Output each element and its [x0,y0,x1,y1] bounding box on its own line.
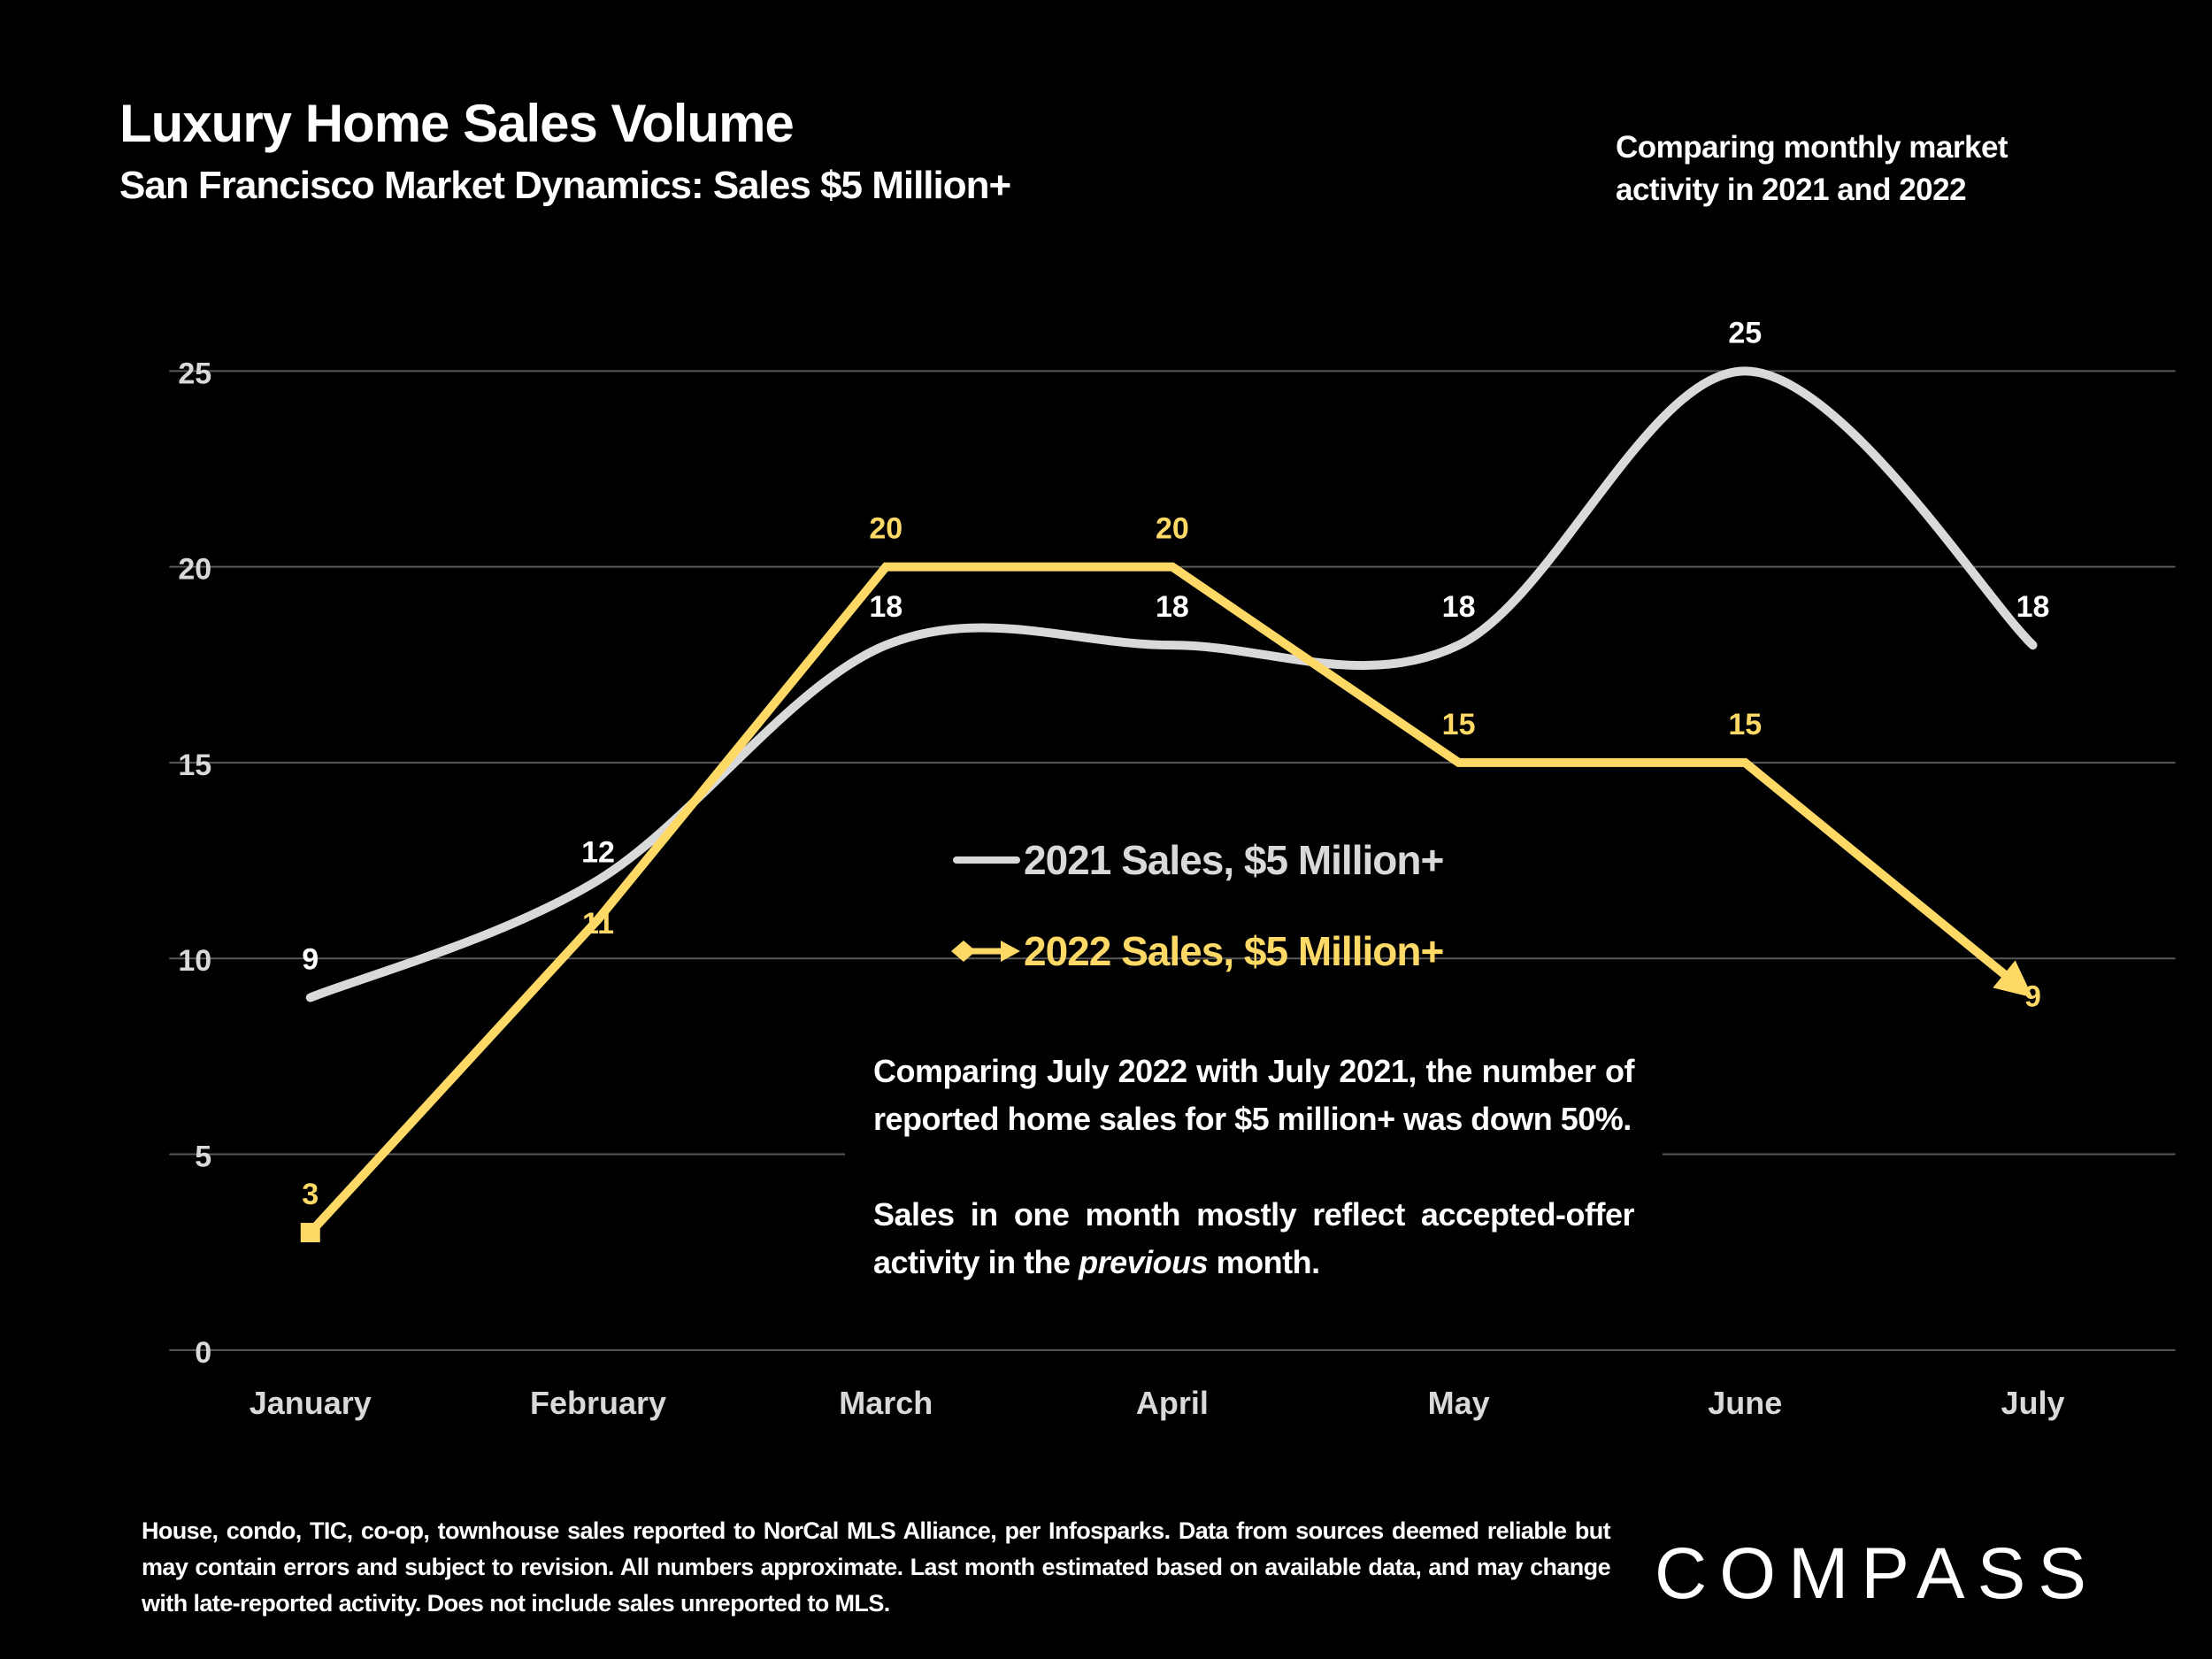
commentary-paragraph-2: Sales in one month mostly reflect accept… [873,1191,1635,1286]
series-line-2022 [307,562,2016,1236]
data-label-2021: 25 [1728,316,1762,349]
legend-item-2021: 2021 Sales, $5 Million+ [951,836,1444,884]
legend-line-2021-icon [953,856,1020,864]
data-label-2022: 20 [869,512,902,546]
y-tick-label: 0 [195,1336,211,1370]
x-axis-ticks: January February March April May June July [250,1385,2065,1421]
legend-line-2022-icon [951,941,1020,962]
legend-label-2022: 2022 Sales, $5 Million+ [1024,928,1444,974]
commentary-text: Sales in one month mostly reflect accept… [873,1196,1635,1280]
data-label-2021: 18 [2016,590,2050,624]
series-2022-end-arrow [1993,960,2033,998]
data-label-2022: 3 [302,1178,319,1211]
y-axis-ticks: 0 5 10 15 20 25 [178,357,211,1370]
footnote: House, condo, TIC, co-op, townhouse sale… [142,1517,1611,1617]
series-line-2021 [305,366,2038,1002]
comparison-note: Comparing monthly market activity in 202… [1616,130,2008,207]
series-2022-start-marker [300,1223,320,1243]
data-label-2021: 12 [581,836,615,870]
series-lines [300,366,2038,1243]
x-tick-label: February [530,1385,666,1421]
y-tick-label: 5 [195,1141,211,1174]
data-label-2021: 9 [302,942,319,976]
y-tick-label: 15 [178,749,211,782]
compass-logo: COMPASS [1655,1533,2099,1614]
data-label-2022: 9 [2024,979,2041,1013]
commentary-emphasis: previous [1079,1244,1209,1280]
legend-item-2022: 2022 Sales, $5 Million+ [951,927,1444,975]
data-labels: 9 12 18 18 18 25 18 3 11 20 20 15 15 9 [302,316,2049,1211]
y-tick-label: 20 [178,553,211,587]
data-label-2022: 15 [1728,708,1762,741]
chart-title: Luxury Home Sales Volume [119,94,795,153]
data-label-2021: 18 [869,590,902,624]
data-label-2022: 11 [582,907,614,941]
y-tick-label: 10 [178,944,211,978]
x-tick-label: January [250,1385,372,1421]
data-label-2021: 18 [1156,590,1189,624]
x-tick-label: March [839,1385,933,1421]
y-tick-label: 25 [178,357,211,390]
chart-subtitle: San Francisco Market Dynamics: Sales $5 … [119,164,1011,207]
commentary-paragraph-1: Comparing July 2022 with July 2021, the … [873,1053,1635,1137]
x-tick-label: July [2001,1385,2064,1421]
data-label-2022: 20 [1156,512,1189,546]
commentary-text-end: month. [1208,1244,1320,1280]
x-tick-label: May [1428,1385,1490,1421]
commentary-box: Comparing July 2022 with July 2021, the … [845,1033,1663,1301]
x-tick-label: April [1136,1385,1209,1421]
x-tick-label: June [1708,1385,1782,1421]
data-label-2022: 15 [1442,708,1476,741]
data-label-2021: 18 [1442,590,1476,624]
legend-label-2021: 2021 Sales, $5 Million+ [1024,837,1444,883]
